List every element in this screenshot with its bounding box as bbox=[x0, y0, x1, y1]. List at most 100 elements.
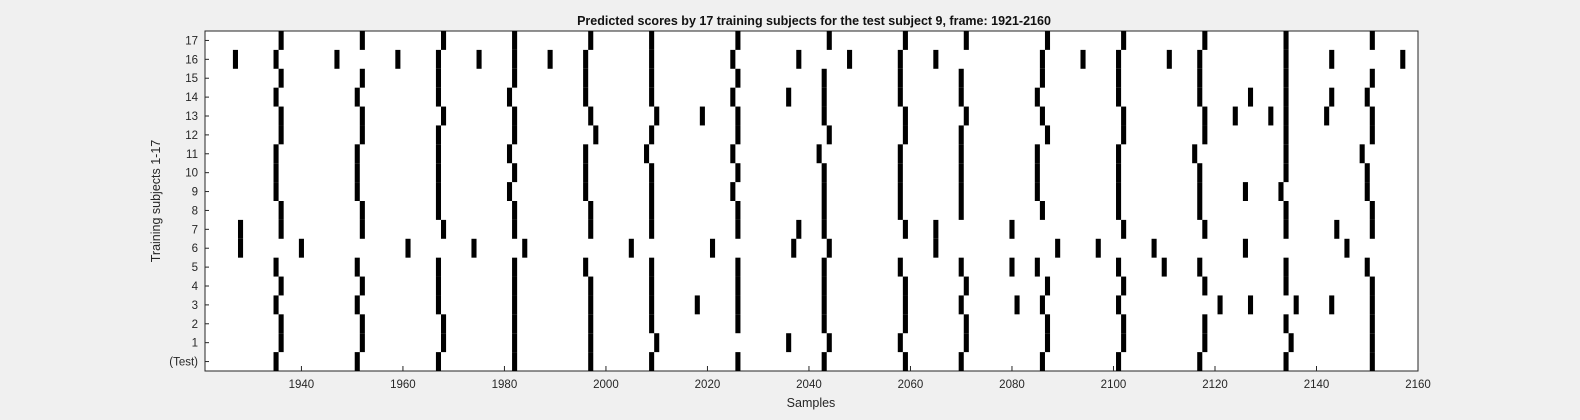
score-mark bbox=[278, 276, 284, 296]
score-mark bbox=[1369, 314, 1375, 334]
score-mark bbox=[1202, 106, 1208, 126]
score-mark bbox=[1283, 219, 1289, 239]
y-tick-label: 1 bbox=[192, 338, 198, 350]
score-mark bbox=[958, 144, 964, 164]
score-mark bbox=[821, 163, 827, 183]
score-mark bbox=[1283, 201, 1289, 220]
score-mark bbox=[1166, 49, 1172, 69]
score-mark bbox=[1329, 49, 1335, 69]
score-mark bbox=[583, 68, 589, 88]
x-tick-label: 2120 bbox=[1202, 379, 1228, 391]
x-tick-label: 2080 bbox=[999, 379, 1025, 391]
score-mark bbox=[237, 219, 244, 239]
score-mark bbox=[1034, 87, 1040, 107]
score-mark bbox=[278, 68, 284, 88]
score-mark bbox=[796, 49, 802, 69]
score-mark bbox=[1369, 68, 1375, 88]
score-mark bbox=[649, 276, 655, 296]
score-mark bbox=[354, 257, 360, 277]
score-mark bbox=[1202, 31, 1208, 50]
x-tick-label: 1940 bbox=[289, 379, 315, 391]
score-mark bbox=[1364, 87, 1370, 107]
score-mark bbox=[1034, 163, 1040, 183]
score-mark bbox=[1151, 238, 1157, 258]
score-mark bbox=[649, 295, 655, 315]
score-mark bbox=[1364, 182, 1370, 201]
score-mark bbox=[1283, 49, 1289, 69]
score-mark bbox=[1369, 219, 1375, 239]
score-mark bbox=[588, 333, 594, 353]
score-mark bbox=[512, 68, 518, 88]
y-tick-label: 7 bbox=[192, 224, 198, 236]
score-mark bbox=[1283, 276, 1289, 296]
score-mark bbox=[735, 163, 741, 183]
score-mark bbox=[278, 31, 284, 50]
score-mark bbox=[1121, 276, 1127, 296]
score-mark bbox=[963, 314, 969, 334]
score-mark bbox=[506, 87, 513, 107]
score-mark bbox=[547, 49, 553, 69]
score-mark bbox=[897, 68, 903, 88]
score-mark bbox=[821, 201, 827, 220]
score-mark bbox=[1268, 106, 1274, 126]
score-mark bbox=[471, 238, 477, 258]
score-mark bbox=[395, 49, 401, 69]
score-mark bbox=[826, 31, 832, 50]
y-tick-label: 3 bbox=[192, 300, 198, 312]
score-mark bbox=[821, 314, 827, 334]
score-mark bbox=[1369, 295, 1375, 315]
score-mark bbox=[1116, 87, 1122, 107]
x-tick-label: 2140 bbox=[1304, 379, 1330, 391]
score-mark bbox=[933, 238, 939, 258]
score-mark bbox=[359, 31, 365, 50]
score-mark bbox=[1116, 182, 1122, 201]
score-mark bbox=[583, 49, 589, 69]
score-mark bbox=[435, 144, 442, 164]
chart-title: Predicted scores by 17 training subjects… bbox=[577, 14, 1051, 28]
y-tick-label: 13 bbox=[185, 111, 198, 123]
score-mark bbox=[902, 352, 908, 371]
score-mark bbox=[902, 314, 908, 334]
score-mark bbox=[791, 238, 797, 258]
score-mark bbox=[1283, 31, 1289, 50]
score-mark bbox=[654, 333, 660, 353]
y-tick-label: 11 bbox=[186, 149, 198, 161]
y-tick-label: (Test) bbox=[169, 357, 198, 369]
score-mark bbox=[1344, 238, 1350, 258]
score-mark bbox=[583, 144, 589, 164]
score-mark bbox=[1034, 144, 1040, 164]
score-mark bbox=[1329, 87, 1335, 107]
score-mark bbox=[1202, 219, 1208, 239]
score-mark bbox=[902, 219, 908, 239]
score-mark bbox=[1044, 314, 1051, 334]
score-mark bbox=[278, 106, 284, 126]
score-mark bbox=[1217, 295, 1223, 315]
score-mark bbox=[1369, 333, 1375, 353]
score-mark bbox=[1369, 106, 1375, 126]
score-mark bbox=[1039, 295, 1045, 315]
score-mark bbox=[1202, 276, 1208, 296]
score-mark bbox=[1044, 276, 1051, 296]
score-mark bbox=[512, 49, 518, 69]
score-mark bbox=[588, 31, 594, 50]
score-mark bbox=[512, 333, 518, 353]
score-mark bbox=[1116, 49, 1122, 69]
score-mark bbox=[958, 87, 964, 107]
score-mark bbox=[786, 333, 792, 353]
score-mark bbox=[699, 106, 705, 126]
score-mark bbox=[1359, 144, 1365, 164]
score-mark bbox=[1095, 238, 1101, 258]
score-mark bbox=[1014, 295, 1020, 315]
score-mark bbox=[278, 314, 284, 334]
y-tick-label: 16 bbox=[185, 54, 198, 66]
score-mark bbox=[1197, 87, 1203, 107]
score-mark bbox=[1121, 106, 1127, 126]
x-tick-label: 2020 bbox=[695, 379, 721, 391]
score-mark bbox=[512, 125, 518, 145]
score-mark bbox=[1369, 125, 1375, 145]
y-axis-label: Training subjects 1-17 bbox=[149, 140, 163, 263]
score-mark bbox=[1009, 219, 1015, 239]
score-mark bbox=[1324, 106, 1330, 126]
score-mark bbox=[354, 352, 360, 371]
score-mark bbox=[359, 106, 365, 126]
